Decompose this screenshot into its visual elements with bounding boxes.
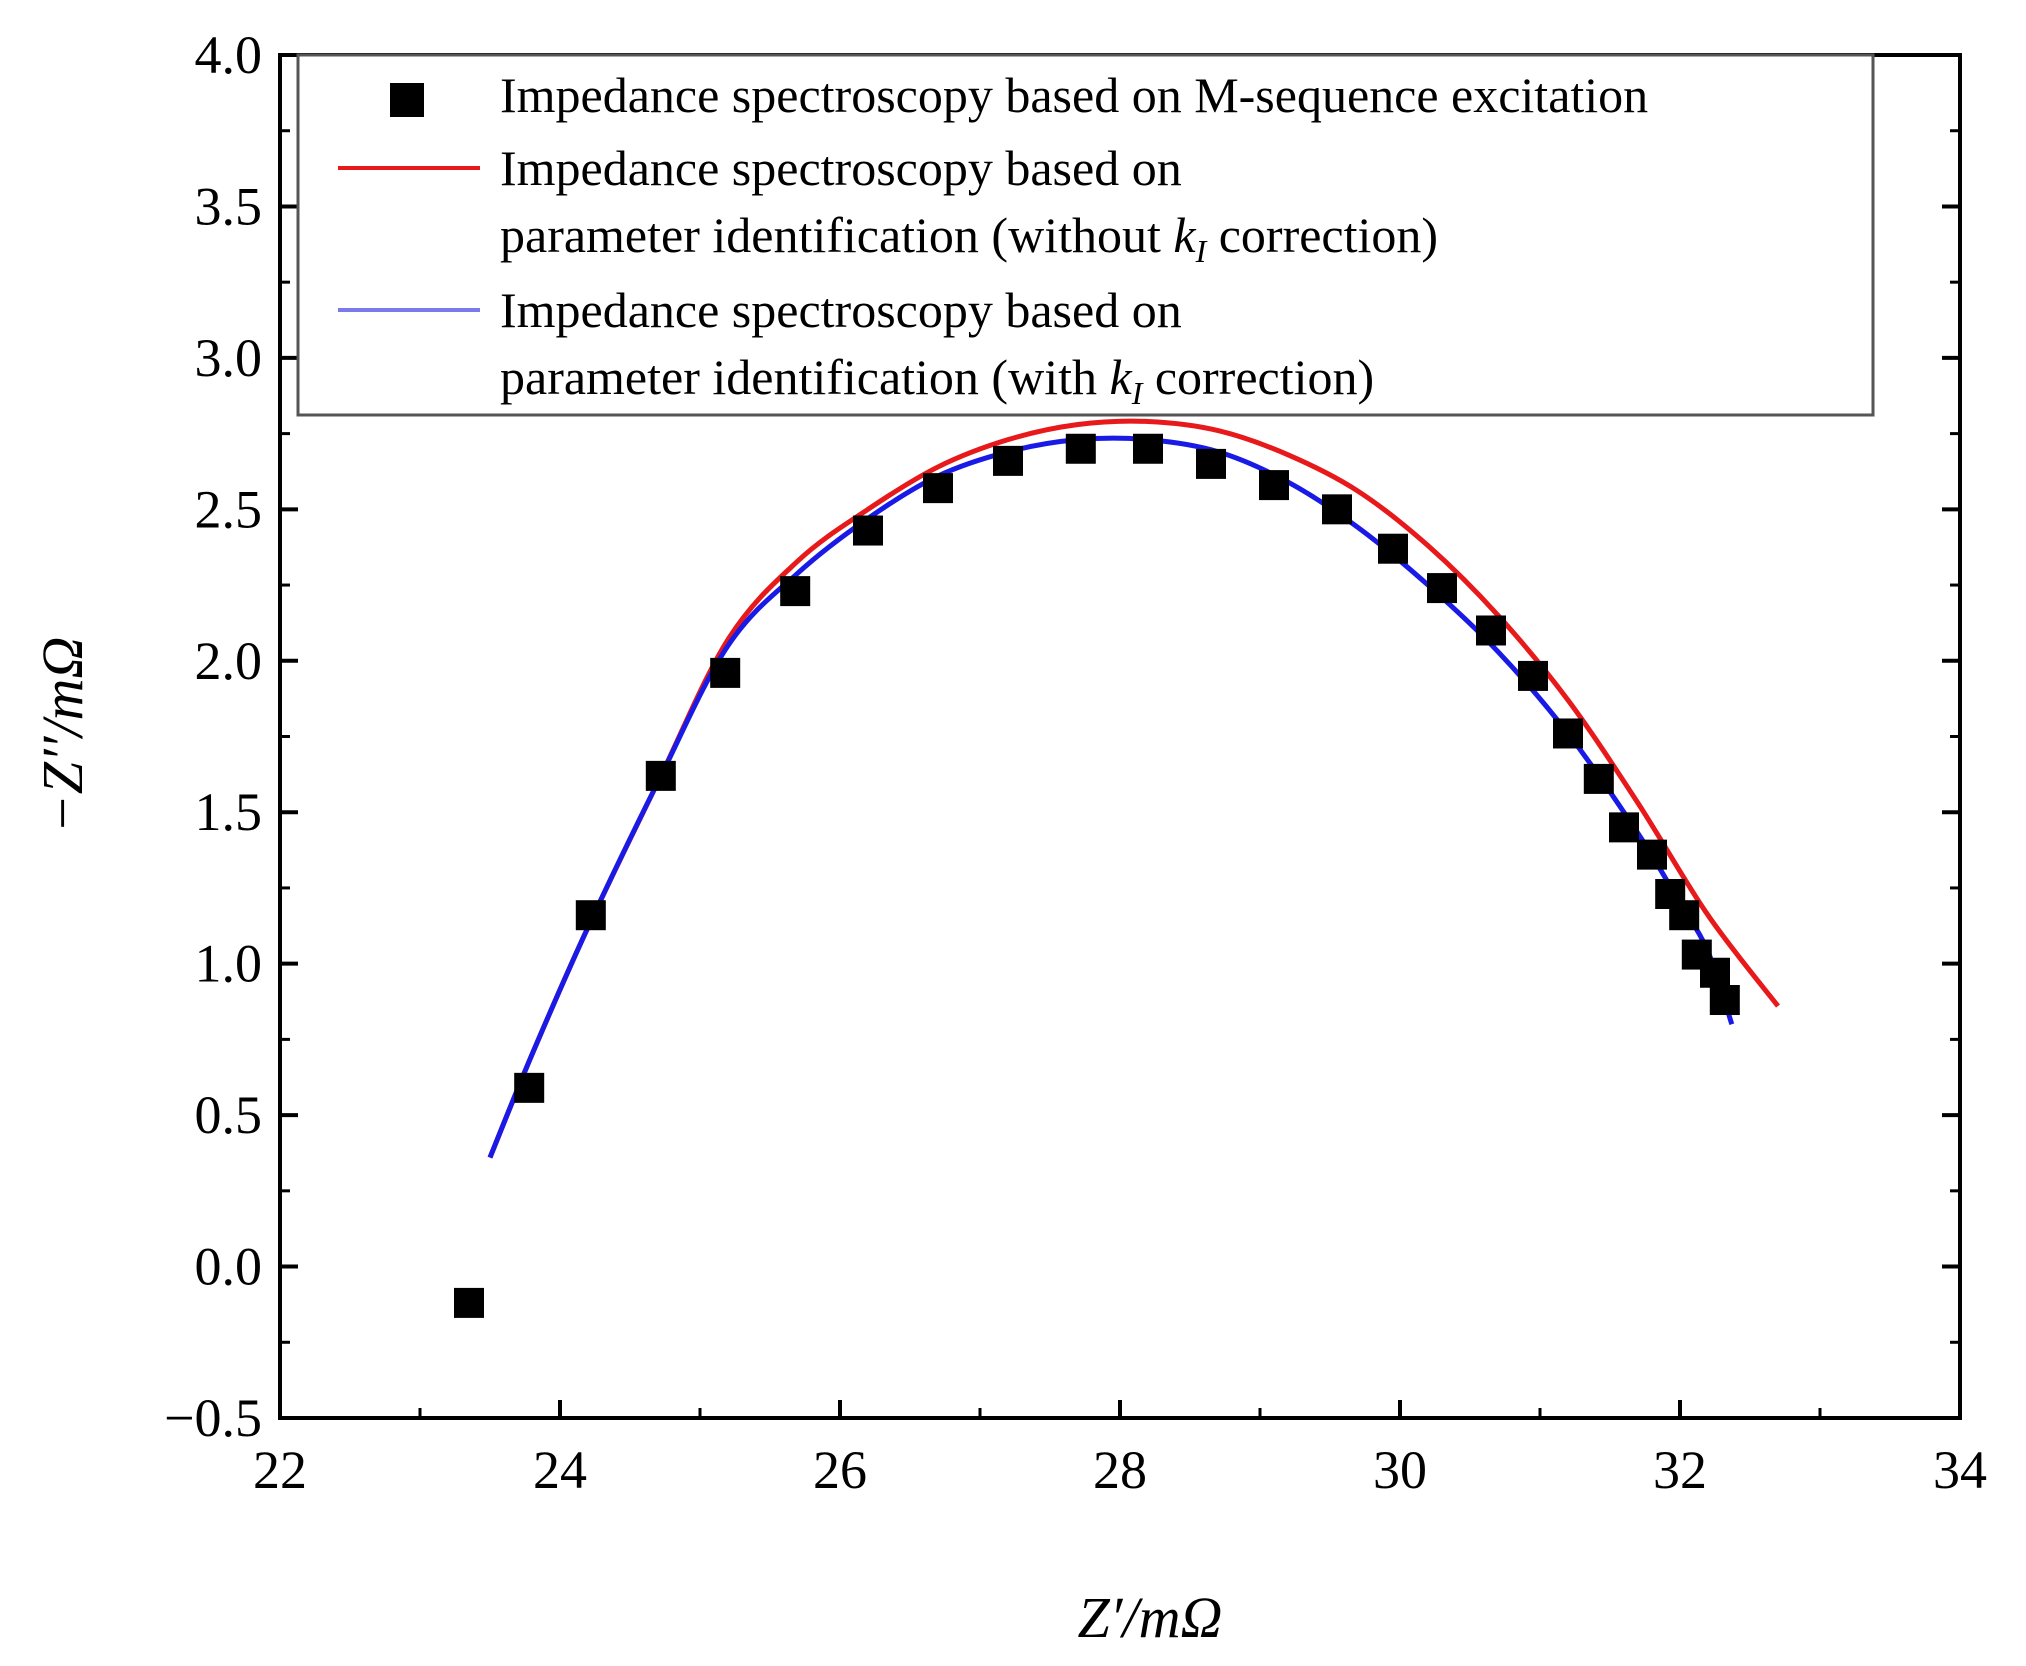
y-axis-title: −Z′′/mΩ bbox=[30, 637, 95, 834]
legend-without-k-symbol: k bbox=[1173, 207, 1196, 263]
data-point-marker bbox=[1378, 533, 1408, 564]
data-point-marker bbox=[1322, 494, 1352, 525]
legend-without-k-subscript: I bbox=[1195, 233, 1208, 269]
y-tick-label: 2.0 bbox=[195, 631, 263, 691]
x-tick-label: 26 bbox=[813, 1440, 867, 1500]
data-point-marker bbox=[853, 515, 883, 546]
y-tick-label: 0.5 bbox=[195, 1085, 263, 1145]
data-point-marker bbox=[1196, 448, 1226, 479]
x-axis-title: Z′/mΩ bbox=[1078, 1585, 1223, 1650]
legend-label-without-line2: parameter identification (without kI cor… bbox=[500, 207, 1438, 269]
y-tick-label: 0.0 bbox=[195, 1237, 263, 1297]
data-point-marker bbox=[1583, 763, 1614, 794]
legend-marker-measured bbox=[390, 83, 424, 117]
legend-label-with-line2: parameter identification (with kI correc… bbox=[500, 349, 1374, 411]
y-tick-label: 3.0 bbox=[195, 328, 263, 388]
data-point-marker bbox=[1637, 839, 1667, 870]
data-point-marker bbox=[1518, 660, 1548, 691]
legend-with-k-subscript: I bbox=[1131, 375, 1144, 411]
legend-with-k-symbol: k bbox=[1109, 349, 1132, 405]
x-tick-label: 32 bbox=[1653, 1440, 1707, 1500]
y-axis-ticks: −0.5 0.0 0.5 1.0 1.5 2.0 2.5 3.0 3.5 4.0 bbox=[164, 25, 1960, 1448]
legend-label-measured: Impedance spectroscopy based on M-sequen… bbox=[500, 67, 1648, 123]
data-point-marker bbox=[1700, 957, 1730, 988]
y-tick-label: 1.5 bbox=[195, 782, 263, 842]
x-axis-ticks: 22 24 26 28 30 32 34 bbox=[253, 1400, 1987, 1500]
y-tick-label: 1.0 bbox=[195, 934, 263, 994]
legend-label-without-line1: Impedance spectroscopy based on bbox=[500, 140, 1182, 196]
data-point-marker bbox=[710, 657, 741, 688]
y-tick-label: 3.5 bbox=[195, 176, 263, 236]
data-point-marker bbox=[1133, 433, 1163, 464]
series-layer bbox=[454, 418, 1780, 1318]
data-point-marker bbox=[454, 1287, 484, 1318]
data-point-marker bbox=[993, 445, 1023, 476]
y-tick-label: −0.5 bbox=[164, 1388, 262, 1448]
y-tick-label: 4.0 bbox=[195, 25, 263, 85]
data-point-marker bbox=[1476, 615, 1506, 646]
y-tick-label: 2.5 bbox=[195, 479, 263, 539]
data-point-marker bbox=[1609, 812, 1639, 843]
x-tick-label: 28 bbox=[1093, 1440, 1147, 1500]
data-point-marker bbox=[780, 576, 811, 607]
data-point-marker bbox=[1553, 718, 1583, 749]
x-tick-label: 22 bbox=[253, 1440, 307, 1500]
data-point-marker bbox=[1669, 900, 1700, 931]
data-point-marker bbox=[514, 1072, 545, 1103]
data-point-marker bbox=[575, 900, 606, 931]
data-point-marker bbox=[645, 760, 676, 791]
series-line-with-correction bbox=[487, 435, 1735, 1159]
legend-without-suffix: correction) bbox=[1206, 207, 1438, 263]
legend-without-prefix: parameter identification (without bbox=[500, 207, 1173, 263]
x-tick-label: 30 bbox=[1373, 1440, 1427, 1500]
legend: Impedance spectroscopy based on M-sequen… bbox=[296, 53, 1875, 417]
x-tick-label: 34 bbox=[1933, 1440, 1987, 1500]
data-point-marker bbox=[1427, 573, 1457, 604]
legend-with-suffix: correction) bbox=[1142, 349, 1374, 405]
x-tick-label: 24 bbox=[533, 1440, 587, 1500]
legend-box bbox=[296, 53, 1875, 417]
data-point-marker bbox=[1065, 433, 1096, 464]
legend-with-prefix: parameter identification (with bbox=[500, 349, 1109, 405]
data-point-marker bbox=[1709, 985, 1740, 1016]
data-point-marker bbox=[923, 473, 953, 504]
legend-label-with-line1: Impedance spectroscopy based on bbox=[500, 282, 1182, 338]
data-point-marker bbox=[1259, 470, 1289, 501]
